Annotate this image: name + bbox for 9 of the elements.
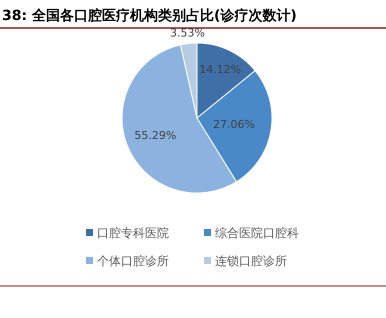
- data-label: 14.12%: [199, 63, 242, 76]
- legend-label: 综合医院口腔科: [215, 226, 299, 240]
- chart-title: 38: 全国各口腔医疗机构类别占比(诊疗次数计): [2, 7, 297, 24]
- legend-label: 连锁口腔诊所: [215, 254, 287, 268]
- data-label: 3.53%: [170, 26, 205, 40]
- data-label: 55.29%: [134, 129, 176, 142]
- legend-label: 个体口腔诊所: [97, 254, 169, 268]
- legend-label: 口腔专科医院: [97, 226, 169, 240]
- data-label: 27.06%: [213, 118, 255, 132]
